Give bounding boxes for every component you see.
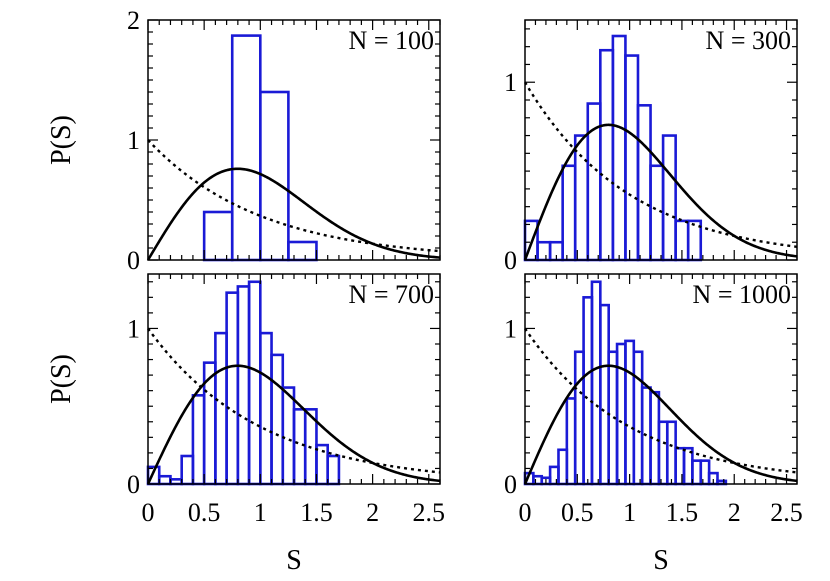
poisson-curve	[524, 327, 798, 474]
x-tick-label: 0	[519, 498, 532, 527]
histogram-bar	[611, 34, 627, 262]
panel-label: N = 100	[349, 26, 434, 55]
plot-frame	[147, 19, 441, 261]
y-tick-label: 2	[127, 6, 140, 35]
x-tick-label: 1.5	[300, 498, 333, 527]
x-tick-label: 2	[728, 498, 741, 527]
panel-3: 0 1 0 0.5 1 1.5 2 2.5 N = 700 P(S) S	[46, 273, 446, 576]
histogram-bar	[157, 474, 172, 486]
y-tick-label: 0	[504, 246, 517, 275]
x-tick-label: 2	[366, 498, 379, 527]
wigner-curve	[146, 364, 441, 485]
x-tick-label: 1.5	[666, 498, 699, 527]
histogram-bar	[214, 331, 228, 486]
y-tick-label: 1	[127, 314, 140, 343]
panel-1: 0 1 2 N = 100 P(S)	[46, 6, 441, 275]
panel-4: 0 1 0 0.5 1 1.5 2 2.5 N = 1000 S	[504, 273, 803, 576]
x-tick-label: 1	[623, 498, 636, 527]
x-axis-title: S	[286, 545, 302, 576]
x-tick-label: 0.5	[188, 498, 221, 527]
x-tick-label: 0.5	[561, 498, 594, 527]
wigner-curve	[523, 123, 798, 261]
wigner-curve	[523, 364, 798, 485]
x-axis-title: S	[653, 545, 669, 576]
panel-2: 0 1 N = 300	[504, 19, 798, 275]
x-tick-label: 2.5	[770, 498, 803, 527]
y-tick-label: 1	[504, 68, 517, 97]
y-tick-label: 1	[127, 126, 140, 155]
histogram-bar	[599, 48, 615, 262]
histogram-bar	[536, 240, 552, 262]
panel-label: N = 300	[706, 26, 791, 55]
histogram-bar	[236, 285, 251, 486]
histogram-bar	[230, 34, 262, 262]
histogram-bar	[636, 104, 652, 262]
histogram-bar	[270, 353, 285, 486]
histogram-bar	[326, 454, 341, 486]
histogram-bar	[259, 331, 273, 486]
histogram-bar	[624, 54, 640, 262]
histogram-bar	[292, 408, 307, 486]
y-axis-title: P(S)	[46, 354, 77, 404]
histogram-bar	[661, 134, 677, 262]
x-tick-label: 1	[254, 498, 267, 527]
poisson-curve	[147, 139, 441, 253]
histogram-bar	[225, 291, 240, 486]
histogram-bar	[561, 164, 577, 262]
histogram-bar	[191, 394, 206, 486]
y-tick-label: 0	[127, 470, 140, 499]
histogram-bar	[287, 240, 318, 262]
histogram-bar	[247, 280, 262, 486]
panel-label: N = 700	[349, 280, 434, 309]
y-tick-label: 0	[127, 246, 140, 275]
histogram-bar	[281, 386, 296, 486]
y-tick-label: 1	[504, 314, 517, 343]
panel-label: N = 1000	[693, 280, 791, 309]
histogram-bar	[573, 134, 590, 262]
x-tick-label: 2.5	[413, 498, 446, 527]
y-axis-title: P(S)	[46, 115, 77, 165]
histogram-bar	[202, 210, 234, 262]
poisson-curve	[147, 327, 441, 474]
x-tick-label: 0	[142, 498, 155, 527]
y-tick-label: 0	[504, 470, 517, 499]
poisson-curve	[523, 81, 798, 248]
wigner-curve	[146, 167, 441, 261]
histogram-bar	[180, 454, 195, 486]
